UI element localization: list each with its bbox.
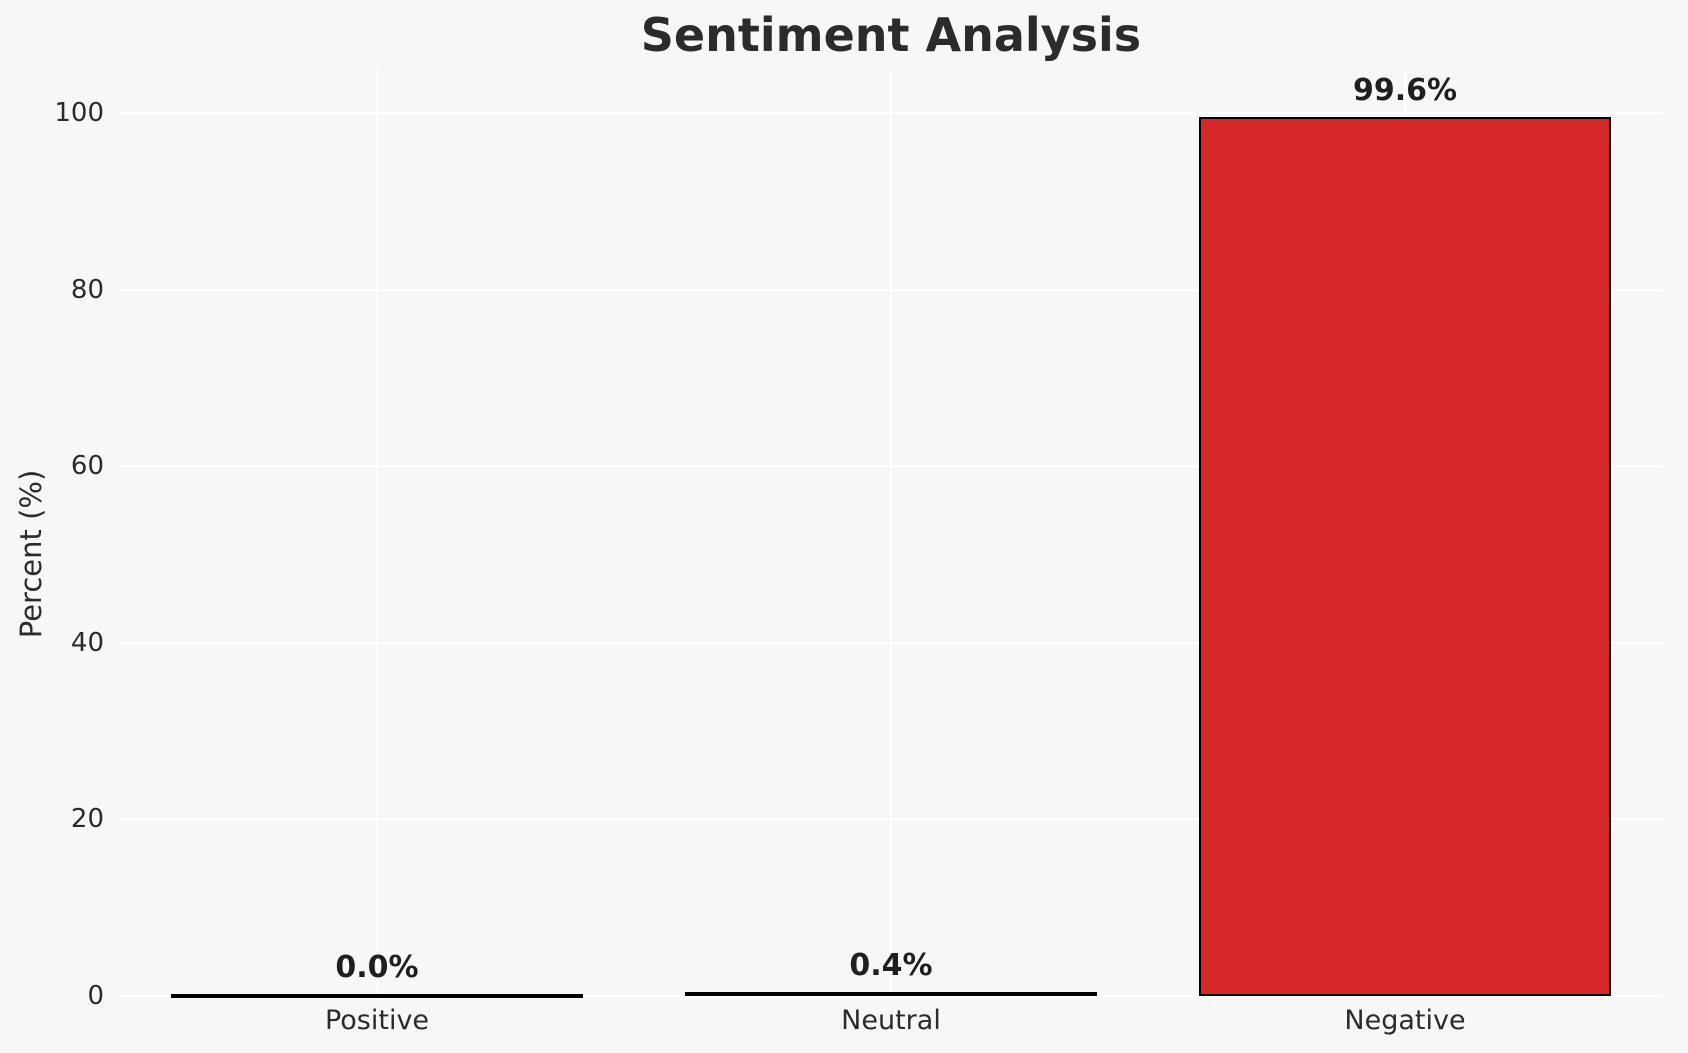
- y-axis-label: Percent (%): [14, 469, 48, 639]
- bar-value-label-neutral: 0.4%: [849, 948, 933, 984]
- bar-neutral: [685, 992, 1097, 997]
- y-tick-label-40: 40: [70, 627, 104, 658]
- y-tick-label-80: 80: [70, 274, 104, 305]
- bar-value-label-positive: 0.0%: [335, 949, 419, 985]
- y-tick-label-60: 60: [70, 451, 104, 482]
- bar-value-label-negative: 99.6%: [1352, 72, 1458, 108]
- v-gridline-neutral: [890, 68, 892, 996]
- y-tick-label-100: 100: [54, 98, 104, 128]
- bar-negative: [1199, 116, 1611, 996]
- y-tick-label-0: 0: [87, 981, 104, 1011]
- x-tick-label-negative: Negative: [1344, 1005, 1466, 1036]
- x-tick-label-positive: Positive: [324, 1005, 430, 1036]
- bar-positive: [171, 993, 583, 998]
- x-tick-label-neutral: Neutral: [841, 1005, 941, 1036]
- y-tick-label-20: 20: [70, 804, 104, 835]
- chart-title: Sentiment Analysis: [640, 8, 1142, 62]
- v-gridline-positive: [376, 68, 378, 996]
